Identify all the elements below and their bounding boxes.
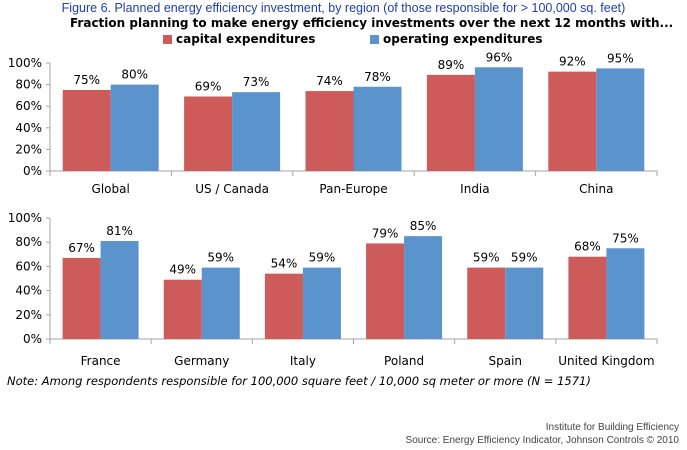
chart1-bar-capital <box>548 71 597 171</box>
chart2-data-label: 67% <box>68 241 95 255</box>
chart1-bar-operating <box>232 92 281 171</box>
chart2-bar-operating <box>201 267 240 339</box>
credit-organization: Institute for Building Efficiency <box>545 422 679 433</box>
chart1-data-label: 78% <box>364 70 391 84</box>
figure-title: Figure 6. Planned energy efficiency inve… <box>61 1 626 15</box>
chart1-bar-operating <box>596 68 645 171</box>
legend-operating-label: operating expenditures <box>383 32 543 46</box>
chart2-data-label: 59% <box>207 251 234 265</box>
chart1-category-label: China <box>579 182 613 196</box>
chart1-y-tick-label: 60% <box>15 99 42 113</box>
chart2-data-label: 54% <box>271 257 298 271</box>
chart1-data-label: 89% <box>438 58 465 72</box>
legend-operating: operating expenditures <box>370 32 542 46</box>
chart2-bar-operating <box>100 240 139 339</box>
chart2-category-label: United Kingdom <box>558 354 654 368</box>
chart1-category-label: India <box>460 182 489 196</box>
chart1-bar-capital <box>184 96 233 171</box>
chart2-data-label: 85% <box>410 219 437 233</box>
chart2-y-tick-label: 20% <box>15 308 42 322</box>
chart2-bar-operating <box>606 248 645 339</box>
chart2-category-label: Germany <box>174 354 229 368</box>
chart2-category-label: France <box>81 354 121 368</box>
chart2-category-label: Poland <box>384 354 424 368</box>
chart2-y-tick-label: 40% <box>15 284 42 298</box>
chart1-data-label: 75% <box>73 73 100 87</box>
chart1-bar-capital <box>426 74 475 171</box>
chart2-data-label: 68% <box>574 240 601 254</box>
footnote: Note: Among respondents responsible for … <box>7 374 591 388</box>
chart1-category-label: Global <box>92 182 130 196</box>
chart1-y-tick-label: 20% <box>15 142 42 156</box>
chart1-y-tick-label: 100% <box>8 56 42 70</box>
chart2-category-label: Spain <box>488 354 522 368</box>
chart2-data-label: 75% <box>612 231 639 245</box>
legend-capital: capital expenditures <box>163 32 315 46</box>
chart1-bar-operating <box>110 84 159 171</box>
chart1-category-label: US / Canada <box>195 182 269 196</box>
chart2-bar-capital <box>163 279 202 339</box>
chart1-data-label: 96% <box>486 50 513 64</box>
chart1-data-label: 74% <box>316 74 343 88</box>
credit-source: Source: Energy Efficiency Indicator, Joh… <box>405 435 679 446</box>
chart1-y-tick-label: 40% <box>15 121 42 135</box>
chart2-data-label: 79% <box>372 226 399 240</box>
chart-title: Fraction planning to make energy efficie… <box>70 16 674 30</box>
legend-capital-label: capital expenditures <box>176 32 316 46</box>
chart1-y-tick-label: 80% <box>15 78 42 92</box>
chart2-data-label: 59% <box>309 251 336 265</box>
chart1-bar-operating <box>474 67 523 171</box>
chart2-bar-operating <box>404 236 443 339</box>
chart1-data-label: 69% <box>195 79 222 93</box>
legend-operating-swatch <box>370 34 379 44</box>
chart2-data-label: 81% <box>106 224 133 238</box>
chart2-bar-capital <box>467 267 506 339</box>
chart2-bar-capital <box>62 257 101 339</box>
chart2-y-tick-label: 60% <box>15 259 42 273</box>
chart2-y-tick-label: 80% <box>15 235 42 249</box>
chart1-category-label: Pan-Europe <box>319 182 387 196</box>
chart2-bar-capital <box>264 273 303 339</box>
chart2-category-label: Italy <box>290 354 316 368</box>
chart2-data-label: 59% <box>473 251 500 265</box>
chart2-y-tick-label: 0% <box>23 332 42 346</box>
chart2-bar-operating <box>505 267 544 339</box>
chart1-data-label: 80% <box>121 68 148 82</box>
legend-capital-swatch <box>163 34 172 44</box>
chart1-bar-operating <box>353 86 402 171</box>
chart1-bar-capital <box>62 90 111 171</box>
chart2-bar-capital <box>366 243 405 339</box>
chart1-y-tick-label: 0% <box>23 164 42 178</box>
chart1-data-label: 73% <box>243 75 270 89</box>
chart2-data-label: 49% <box>169 263 196 277</box>
chart2-bar-operating <box>302 267 341 339</box>
chart1-data-label: 95% <box>607 51 634 65</box>
chart2-y-tick-label: 100% <box>8 211 42 225</box>
chart1-data-label: 92% <box>559 55 586 69</box>
chart2-bar-capital <box>568 256 607 339</box>
chart2-data-label: 59% <box>511 251 538 265</box>
chart1-bar-capital <box>305 91 354 171</box>
